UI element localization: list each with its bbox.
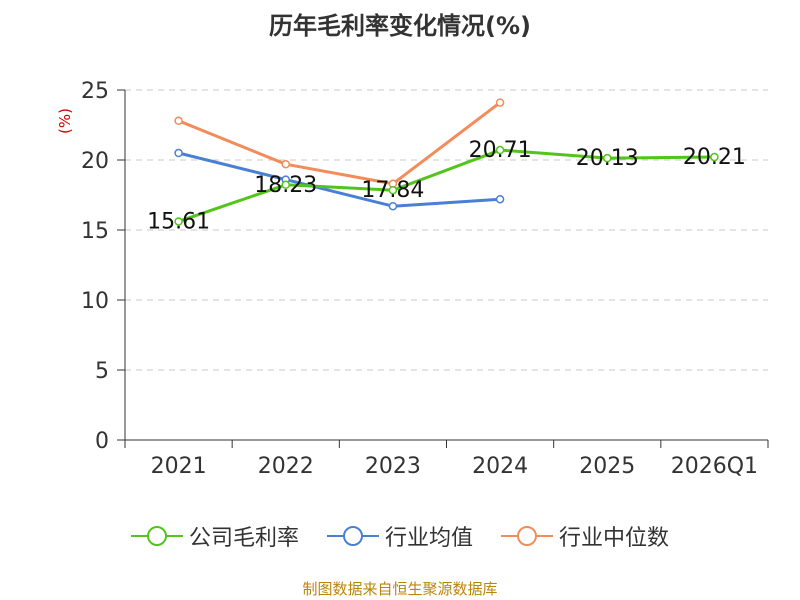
y-tick-label: 15 (81, 219, 109, 244)
data-point (710, 152, 719, 162)
data-label: 17.84 (361, 178, 424, 203)
x-tick-label: 2026Q1 (671, 454, 758, 479)
data-point (281, 180, 290, 190)
data-label: 20.71 (469, 138, 532, 163)
series-line-2 (178, 101, 501, 186)
legend-swatch (130, 526, 183, 546)
data-label: 20.13 (576, 146, 639, 171)
legend: 公司毛利率 行业均值 行业中位数 (0, 520, 800, 552)
legend-item[interactable]: 行业中位数 (501, 520, 669, 552)
series-line-1 (178, 151, 501, 208)
legend-item[interactable]: 公司毛利率 (130, 520, 299, 552)
data-point (495, 98, 505, 107)
data-point (174, 148, 183, 158)
data-label: 18.23 (254, 173, 317, 198)
data-point (603, 153, 612, 163)
series-line-0 (178, 148, 715, 223)
data-point (281, 159, 290, 169)
data-point (495, 145, 505, 155)
legend-item[interactable]: 行业均值 (326, 520, 473, 552)
legend-swatch (501, 526, 553, 546)
data-point (388, 201, 398, 211)
y-tick-label: 10 (81, 289, 109, 314)
data-point (174, 116, 183, 126)
x-tick-label: 2024 (472, 454, 528, 479)
data-point (495, 194, 505, 204)
y-tick-label: 25 (81, 79, 109, 104)
legend-label: 行业中位数 (559, 526, 670, 551)
data-point (174, 217, 183, 226)
x-tick-label: 2021 (151, 454, 207, 479)
y-tick-label: 0 (95, 429, 109, 454)
legend-swatch (326, 526, 379, 546)
x-tick-label: 2023 (365, 454, 421, 479)
data-point (388, 185, 398, 195)
y-tick-label: 5 (95, 359, 109, 384)
x-tick-label: 2025 (579, 454, 635, 479)
data-label: 15.61 (147, 209, 210, 234)
legend-label: 公司毛利率 (188, 526, 299, 551)
y-tick-label: 20 (81, 149, 109, 174)
legend-label: 行业均值 (384, 526, 473, 551)
data-label: 20.21 (683, 145, 746, 170)
source-note: 制图数据来自恒生聚源数据库 (302, 580, 498, 598)
x-tick-label: 2022 (258, 454, 314, 479)
chart-title: 历年毛利率变化情况(%) (269, 12, 531, 40)
